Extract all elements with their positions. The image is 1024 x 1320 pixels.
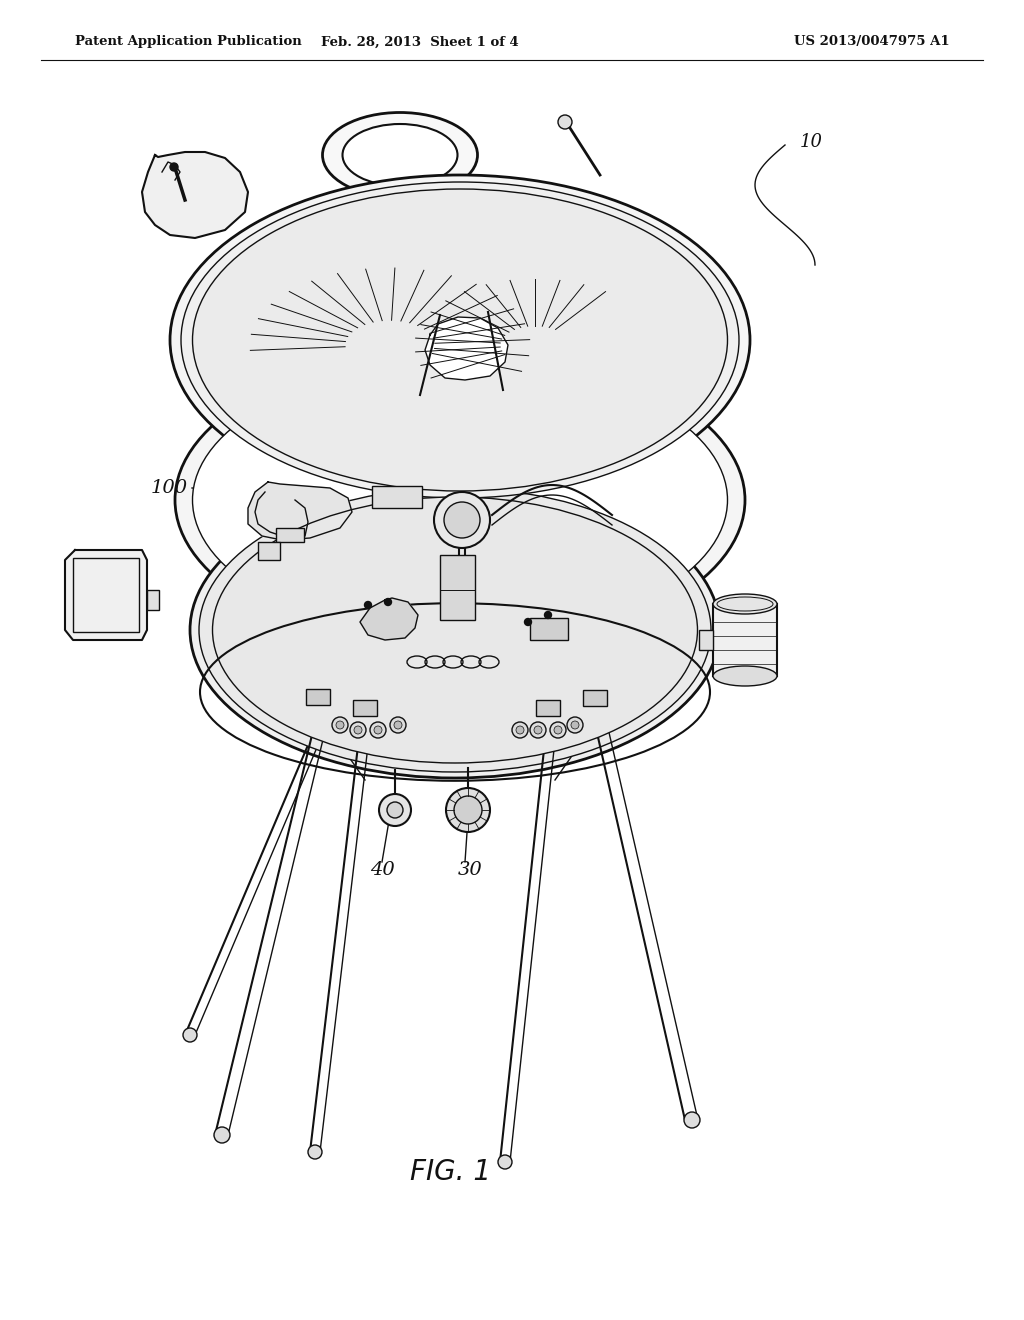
Text: Feb. 28, 2013  Sheet 1 of 4: Feb. 28, 2013 Sheet 1 of 4 [322, 36, 519, 49]
FancyBboxPatch shape [258, 543, 280, 560]
Circle shape [308, 1144, 322, 1159]
Ellipse shape [193, 189, 727, 491]
Circle shape [554, 726, 562, 734]
Ellipse shape [323, 112, 477, 198]
Ellipse shape [175, 350, 745, 649]
Polygon shape [248, 482, 352, 540]
Ellipse shape [193, 363, 727, 638]
Text: US 2013/0047975 A1: US 2013/0047975 A1 [795, 36, 950, 49]
Circle shape [390, 717, 406, 733]
Polygon shape [425, 317, 508, 380]
Circle shape [545, 611, 552, 619]
Circle shape [446, 788, 490, 832]
Text: 40: 40 [370, 861, 394, 879]
Ellipse shape [213, 498, 697, 763]
FancyBboxPatch shape [699, 630, 713, 649]
Text: 10: 10 [800, 133, 823, 150]
Circle shape [434, 492, 490, 548]
Circle shape [571, 721, 579, 729]
Ellipse shape [181, 182, 739, 498]
FancyBboxPatch shape [306, 689, 330, 705]
Circle shape [394, 721, 402, 729]
Circle shape [384, 598, 391, 606]
Polygon shape [65, 550, 147, 640]
Ellipse shape [713, 667, 777, 686]
Ellipse shape [190, 482, 720, 777]
Ellipse shape [170, 176, 750, 506]
Circle shape [454, 796, 482, 824]
Circle shape [516, 726, 524, 734]
Circle shape [354, 726, 362, 734]
Ellipse shape [199, 488, 711, 772]
Circle shape [534, 726, 542, 734]
Ellipse shape [342, 124, 458, 186]
Circle shape [170, 162, 178, 172]
FancyBboxPatch shape [536, 700, 560, 715]
Polygon shape [142, 152, 248, 238]
FancyBboxPatch shape [353, 700, 377, 715]
Circle shape [684, 1111, 700, 1129]
Circle shape [379, 795, 411, 826]
Circle shape [336, 721, 344, 729]
Circle shape [530, 722, 546, 738]
FancyBboxPatch shape [530, 618, 568, 640]
Text: 30: 30 [458, 861, 482, 879]
Text: Patent Application Publication: Patent Application Publication [75, 36, 302, 49]
FancyBboxPatch shape [276, 528, 304, 543]
Circle shape [550, 722, 566, 738]
FancyBboxPatch shape [583, 690, 607, 706]
FancyBboxPatch shape [440, 554, 475, 620]
Text: 100: 100 [151, 479, 188, 498]
Circle shape [498, 1155, 512, 1170]
Text: 20: 20 [710, 383, 733, 401]
Circle shape [567, 717, 583, 733]
Circle shape [524, 619, 531, 626]
Circle shape [512, 722, 528, 738]
FancyBboxPatch shape [147, 590, 159, 610]
Polygon shape [360, 598, 418, 640]
Circle shape [332, 717, 348, 733]
Circle shape [214, 1127, 230, 1143]
FancyBboxPatch shape [713, 605, 777, 676]
Ellipse shape [713, 594, 777, 614]
Circle shape [374, 726, 382, 734]
Circle shape [444, 502, 480, 539]
Circle shape [387, 803, 403, 818]
Text: FIG. 1: FIG. 1 [410, 1158, 490, 1185]
Circle shape [350, 722, 366, 738]
Circle shape [558, 115, 572, 129]
Circle shape [365, 602, 372, 609]
Circle shape [183, 1028, 197, 1041]
Circle shape [370, 722, 386, 738]
FancyBboxPatch shape [372, 486, 422, 508]
